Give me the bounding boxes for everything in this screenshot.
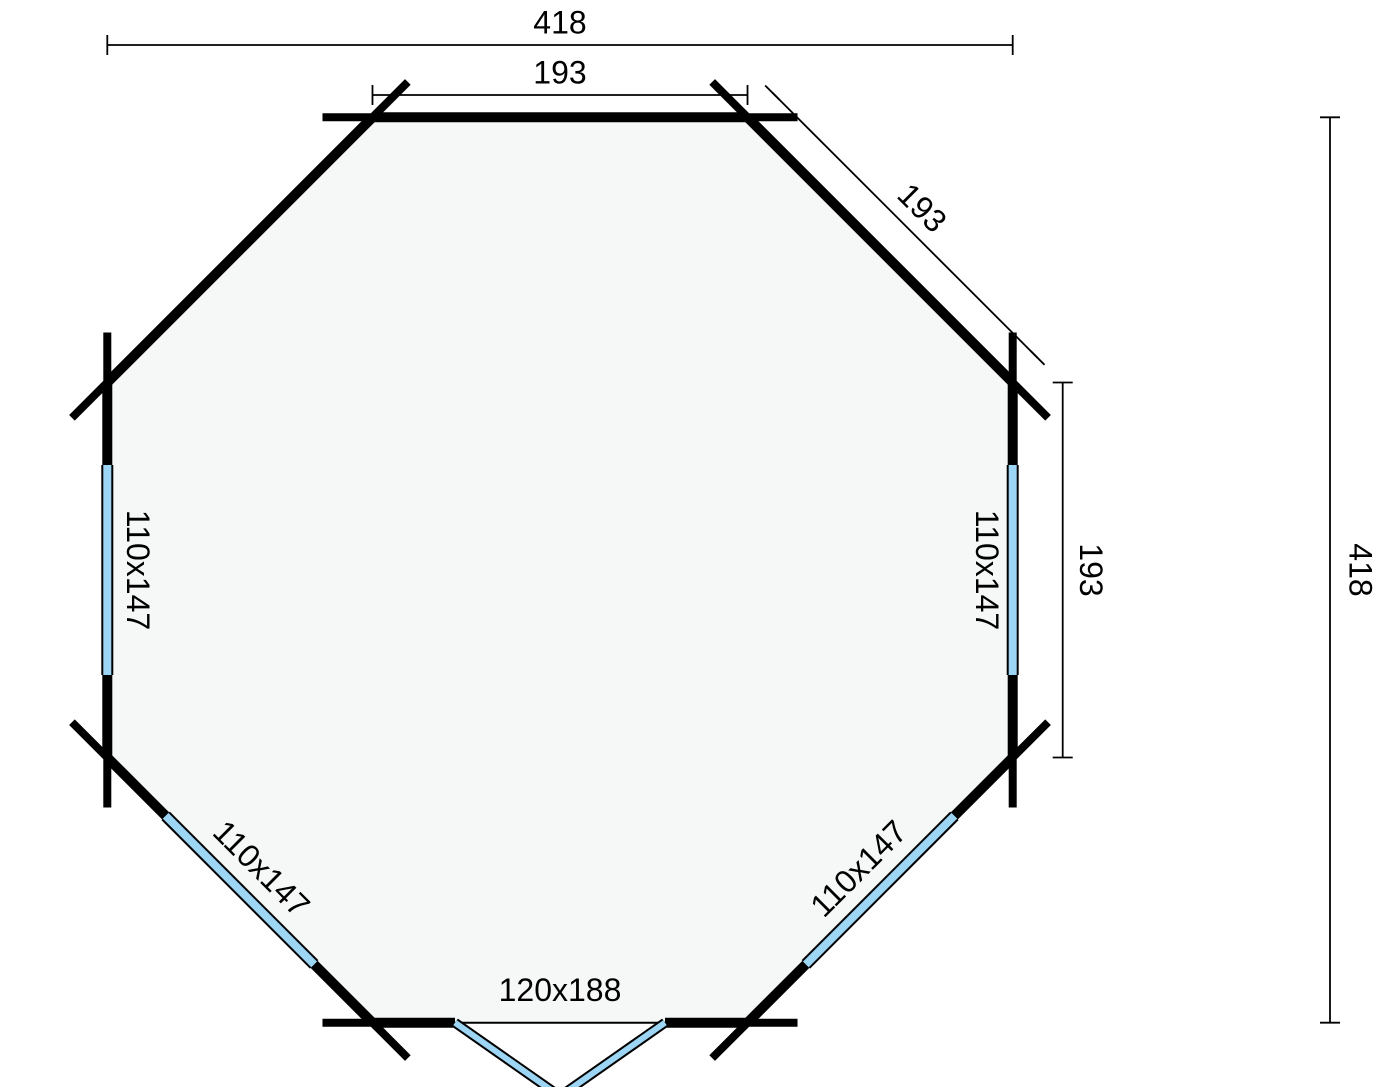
dimension-label: 193: [533, 54, 586, 90]
dimension-line: [1053, 382, 1073, 757]
dimension-label: 418: [1343, 543, 1379, 596]
floor-plan-diagram: 110x147110x147120x188110x147110x14741819…: [0, 0, 1400, 1087]
door-leaf: [455, 1023, 574, 1087]
dimension-label: 193: [1073, 543, 1109, 596]
dimension-label: 193: [891, 176, 954, 239]
dimension-label: 110x147: [969, 510, 1005, 630]
door-leaf: [546, 1023, 665, 1087]
dimension-label: 418: [533, 4, 586, 40]
dimension-line: [1320, 117, 1340, 1022]
dimension-label: 110x147: [120, 510, 156, 630]
dimension-label: 120x188: [499, 972, 622, 1008]
